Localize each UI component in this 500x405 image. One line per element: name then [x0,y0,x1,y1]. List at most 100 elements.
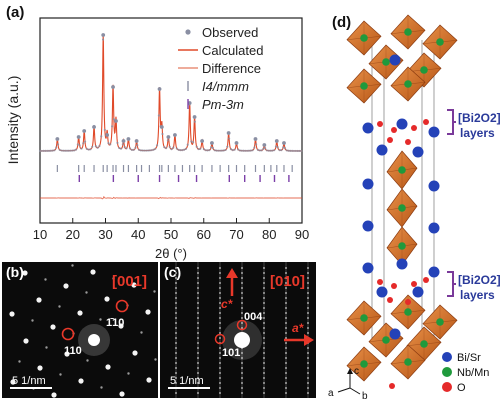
streak-spot [197,372,199,374]
streak-spot [307,327,309,329]
observed-point [289,149,292,152]
streak-spot [175,337,177,339]
streak-spot [263,267,265,269]
streak-spot [285,367,287,369]
bi-sr-atom [389,328,401,340]
observed-point [55,146,58,149]
streak-spot [285,292,287,294]
streak-spot [285,332,287,334]
observed-point [94,145,97,148]
streak-spot [307,367,309,369]
observed-point [42,149,45,153]
observed-point [242,149,245,152]
streak-spot [175,267,177,269]
streak-spot [241,307,243,309]
streak-spot [219,387,221,389]
streak-spot [197,347,199,349]
bi-sr-atom [428,180,440,192]
streak-spot [285,347,287,349]
observed-point [74,148,78,151]
streak-spot [263,357,265,359]
streak-spot [263,382,265,384]
o-atom [377,121,383,127]
nb-mn-atom [382,336,390,344]
observed-point [51,149,54,152]
observed-point [69,149,72,152]
legend-observed-marker [185,29,191,35]
central-beam-c [234,332,250,348]
x-tick-label: 90 [295,227,309,242]
observed-point [206,149,209,152]
streak-spot [307,387,309,389]
streak-spot [197,302,199,304]
axis-b: b [362,391,368,402]
diffraction-spot [119,391,125,397]
streak-spot [175,282,177,284]
diffraction-spot [64,351,70,357]
legend-nb-mn: Nb/Mn [457,367,489,379]
streak-spot [219,372,221,374]
o-atom [391,283,397,289]
nb-mn-atom [404,80,412,88]
streak-spot [263,297,265,299]
streak-spot [241,367,243,369]
streak-spot [285,297,287,299]
streak-spot [285,387,287,389]
streak-spot [175,367,177,369]
observed-point [273,149,276,152]
streak-spot [263,287,265,289]
observed-point [154,147,157,150]
observed-point [195,145,198,148]
streak-spot [175,287,177,289]
observed-point [168,145,171,148]
streak-spot [285,312,287,314]
streak-spot [219,292,221,294]
streak-spot [175,312,177,314]
panel-b-label: (b) [6,264,24,280]
central-beam [88,334,100,346]
observed-point [193,120,197,123]
y-axis-label: Intensity (a.u.) [5,76,21,165]
streak-spot [263,282,265,284]
superlattice-spot [45,346,48,349]
spot-marker-004 [236,319,248,331]
streak-spot [241,377,243,379]
observed-point [283,146,287,150]
observed-peak [92,125,96,129]
streak-spot [241,267,243,269]
superlattice-spot [59,373,62,376]
diffraction-spot [78,378,84,384]
diffraction-spot [51,392,57,398]
x-tick-label: 70 [229,227,243,242]
streak-spot [307,322,309,324]
bi-sr-atom [396,118,408,130]
observed-point [258,149,261,152]
observed-point [96,146,99,149]
observed-point [274,145,278,148]
observed-point [282,146,285,149]
nb-mn-atom [398,204,406,212]
spot-label-2: 110 [64,345,82,357]
diffraction-spot [63,283,69,289]
observed-point [220,149,224,152]
observed-point [58,148,61,152]
streak-spot [307,332,309,334]
observed-point [172,146,175,149]
observed-point [157,114,160,117]
streak-spot [241,322,243,324]
diffraction-spot [37,365,43,371]
streak-spot [241,372,243,374]
streak-spot [263,277,265,279]
streak-spot [307,287,309,289]
streak-spot [263,367,265,369]
bi-sr-atom [428,266,440,278]
observed-peak [76,135,81,139]
streak-spot [263,317,265,319]
observed-point [211,146,215,150]
streak-spot [197,377,199,379]
streak-spot [175,357,177,359]
streak-spot [175,307,177,309]
x-tick-label: 10 [33,227,47,242]
observed-point [132,148,135,151]
legend-o: O [457,382,466,394]
